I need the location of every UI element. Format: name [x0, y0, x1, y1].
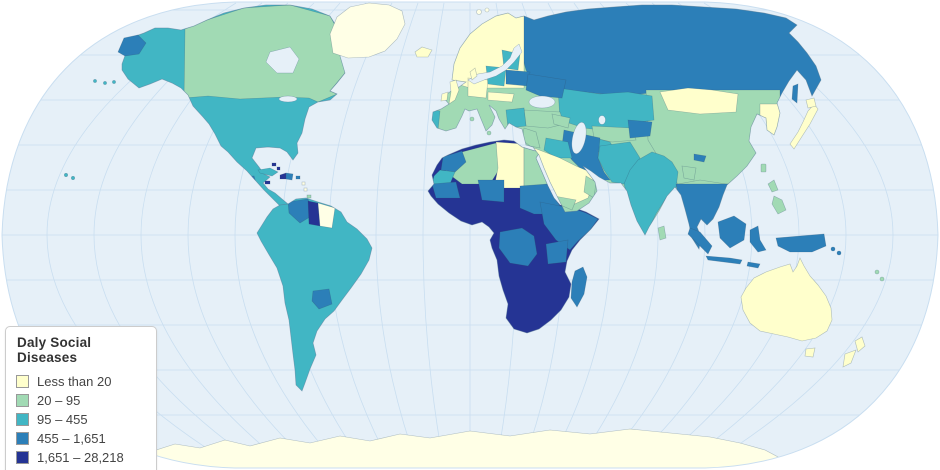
- region-dr-congo[interactable]: [498, 227, 538, 267]
- legend-swatch-95-455: [16, 413, 29, 426]
- region-greece-bulgaria[interactable]: [505, 107, 527, 129]
- region-japan[interactable]: [789, 103, 819, 150]
- region-iraq[interactable]: [543, 137, 573, 159]
- region-antarctica[interactable]: [139, 428, 786, 470]
- region-sri-lanka[interactable]: [657, 225, 667, 241]
- region-philippines[interactable]: [771, 195, 787, 215]
- region-sulawesi[interactable]: [749, 225, 767, 253]
- region-ireland[interactable]: [440, 91, 449, 102]
- aral-sea: [598, 115, 606, 125]
- legend-label: 1,651 – 28,218: [37, 450, 124, 465]
- region-trinidad[interactable]: [306, 194, 312, 199]
- region-svalbard[interactable]: [476, 9, 482, 15]
- region-solomon-islands[interactable]: [830, 246, 836, 252]
- region-paraguay[interactable]: [311, 288, 333, 310]
- region-tanzania[interactable]: [545, 239, 569, 265]
- region-greenland[interactable]: [329, 2, 406, 59]
- region-niger[interactable]: [477, 179, 505, 203]
- region-aleutians[interactable]: [93, 79, 97, 83]
- region-corsica-sardinia[interactable]: [469, 116, 475, 122]
- region-mauritania[interactable]: [431, 181, 461, 199]
- legend-swatch-1651-28218: [16, 451, 29, 464]
- region-philippines[interactable]: [767, 179, 779, 193]
- region-uzbekistan[interactable]: [591, 125, 637, 143]
- region-sumatra[interactable]: [687, 227, 713, 255]
- region-borneo[interactable]: [717, 215, 747, 249]
- region-ukraine[interactable]: [525, 73, 567, 99]
- region-suriname-french-guiana[interactable]: [317, 202, 336, 229]
- region-bangladesh[interactable]: [681, 165, 697, 181]
- region-new-guinea[interactable]: [775, 233, 827, 253]
- map-legend: Daly Social Diseases Less than 20 20 – 9…: [5, 326, 157, 470]
- region-venezuela[interactable]: [287, 198, 314, 224]
- black-sea: [528, 95, 556, 109]
- legend-swatch-20-95: [16, 394, 29, 407]
- region-denmark[interactable]: [469, 67, 478, 81]
- region-bhutan[interactable]: [693, 153, 707, 163]
- region-australia[interactable]: [740, 257, 833, 342]
- region-russia-chukotka[interactable]: [117, 34, 147, 57]
- region-timor[interactable]: [746, 261, 761, 269]
- region-lesser-antilles[interactable]: [301, 181, 306, 186]
- region-new-zealand[interactable]: [854, 336, 866, 353]
- hudson-bay: [265, 46, 300, 74]
- region-hawaii[interactable]: [64, 173, 69, 178]
- great-lakes: [278, 95, 298, 103]
- region-java[interactable]: [705, 255, 743, 265]
- region-dominican-republic[interactable]: [285, 172, 294, 181]
- region-aleutians[interactable]: [103, 81, 107, 85]
- region-morocco[interactable]: [440, 150, 467, 173]
- region-belarus[interactable]: [505, 69, 531, 87]
- region-austria-hungary[interactable]: [487, 91, 515, 103]
- legend-item-95-455: 95 – 455: [16, 410, 146, 429]
- region-new-zealand[interactable]: [842, 349, 857, 368]
- region-tasmania[interactable]: [804, 347, 816, 358]
- region-puerto-rico[interactable]: [295, 175, 301, 180]
- legend-item-20-95: 20 – 95: [16, 391, 146, 410]
- region-mongolia[interactable]: [659, 87, 739, 115]
- region-sicily[interactable]: [486, 130, 492, 136]
- region-iceland[interactable]: [414, 46, 433, 58]
- region-vanuatu[interactable]: [879, 276, 885, 282]
- legend-title: Daly Social Diseases: [17, 335, 92, 365]
- region-solomon-islands[interactable]: [836, 250, 842, 256]
- legend-label: Less than 20: [37, 374, 112, 389]
- baltic-sea: [467, 43, 523, 85]
- region-japan-hokkaido[interactable]: [805, 97, 817, 109]
- region-aleutians[interactable]: [112, 80, 116, 84]
- legend-item-lt20: Less than 20: [16, 372, 146, 391]
- region-sakhalin[interactable]: [791, 83, 799, 104]
- region-lesser-antilles[interactable]: [303, 187, 308, 192]
- region-united-kingdom[interactable]: [448, 79, 460, 105]
- region-jamaica[interactable]: [264, 180, 271, 185]
- region-hawaii[interactable]: [71, 176, 76, 181]
- caspian-sea: [571, 122, 587, 154]
- legend-item-1651-28218: 1,651 – 28,218: [16, 448, 146, 467]
- region-bahamas[interactable]: [271, 162, 277, 167]
- region-caucasus[interactable]: [551, 113, 571, 129]
- legend-item-455-1651: 455 – 1,651: [16, 429, 146, 448]
- region-cuba[interactable]: [257, 167, 279, 177]
- region-fiji[interactable]: [874, 269, 880, 275]
- legend-label: 95 – 455: [37, 412, 88, 427]
- region-taiwan[interactable]: [760, 163, 767, 173]
- region-bahamas[interactable]: [276, 166, 281, 171]
- region-madagascar[interactable]: [570, 266, 588, 308]
- legend-label: 455 – 1,651: [37, 431, 106, 446]
- legend-swatch-455-1651: [16, 432, 29, 445]
- region-kyrgyzstan-tajikistan[interactable]: [627, 119, 653, 139]
- legend-swatch-lt20: [16, 375, 29, 388]
- region-svalbard[interactable]: [484, 7, 490, 13]
- legend-label: 20 – 95: [37, 393, 81, 408]
